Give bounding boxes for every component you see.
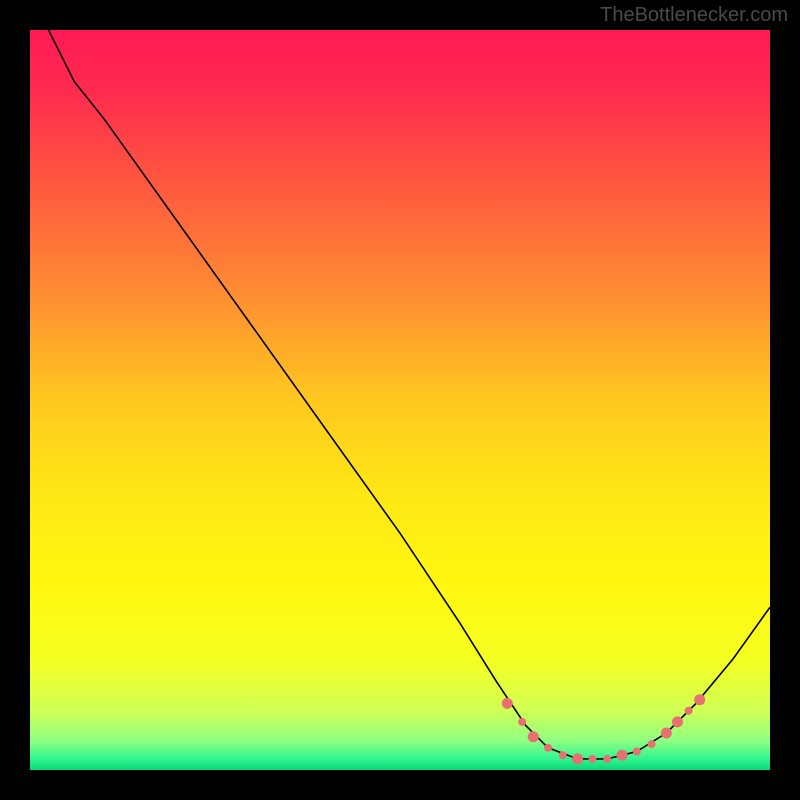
watermark-text: TheBottlenecker.com <box>600 4 788 27</box>
curve-marker <box>572 753 583 764</box>
curve-marker <box>672 716 683 727</box>
curve-marker <box>694 694 705 705</box>
chart-svg <box>30 30 770 770</box>
curve-marker <box>661 728 672 739</box>
curve-marker <box>617 750 628 761</box>
curve-marker <box>518 718 526 726</box>
curve-marker <box>559 751 567 759</box>
curve-marker <box>528 731 539 742</box>
curve-marker <box>544 744 552 752</box>
chart-background <box>30 30 770 770</box>
curve-marker <box>648 740 656 748</box>
curve-marker <box>588 755 596 763</box>
curve-marker <box>502 698 513 709</box>
curve-marker <box>603 755 611 763</box>
chart-container <box>30 30 770 770</box>
curve-marker <box>685 707 693 715</box>
curve-marker <box>633 748 641 756</box>
